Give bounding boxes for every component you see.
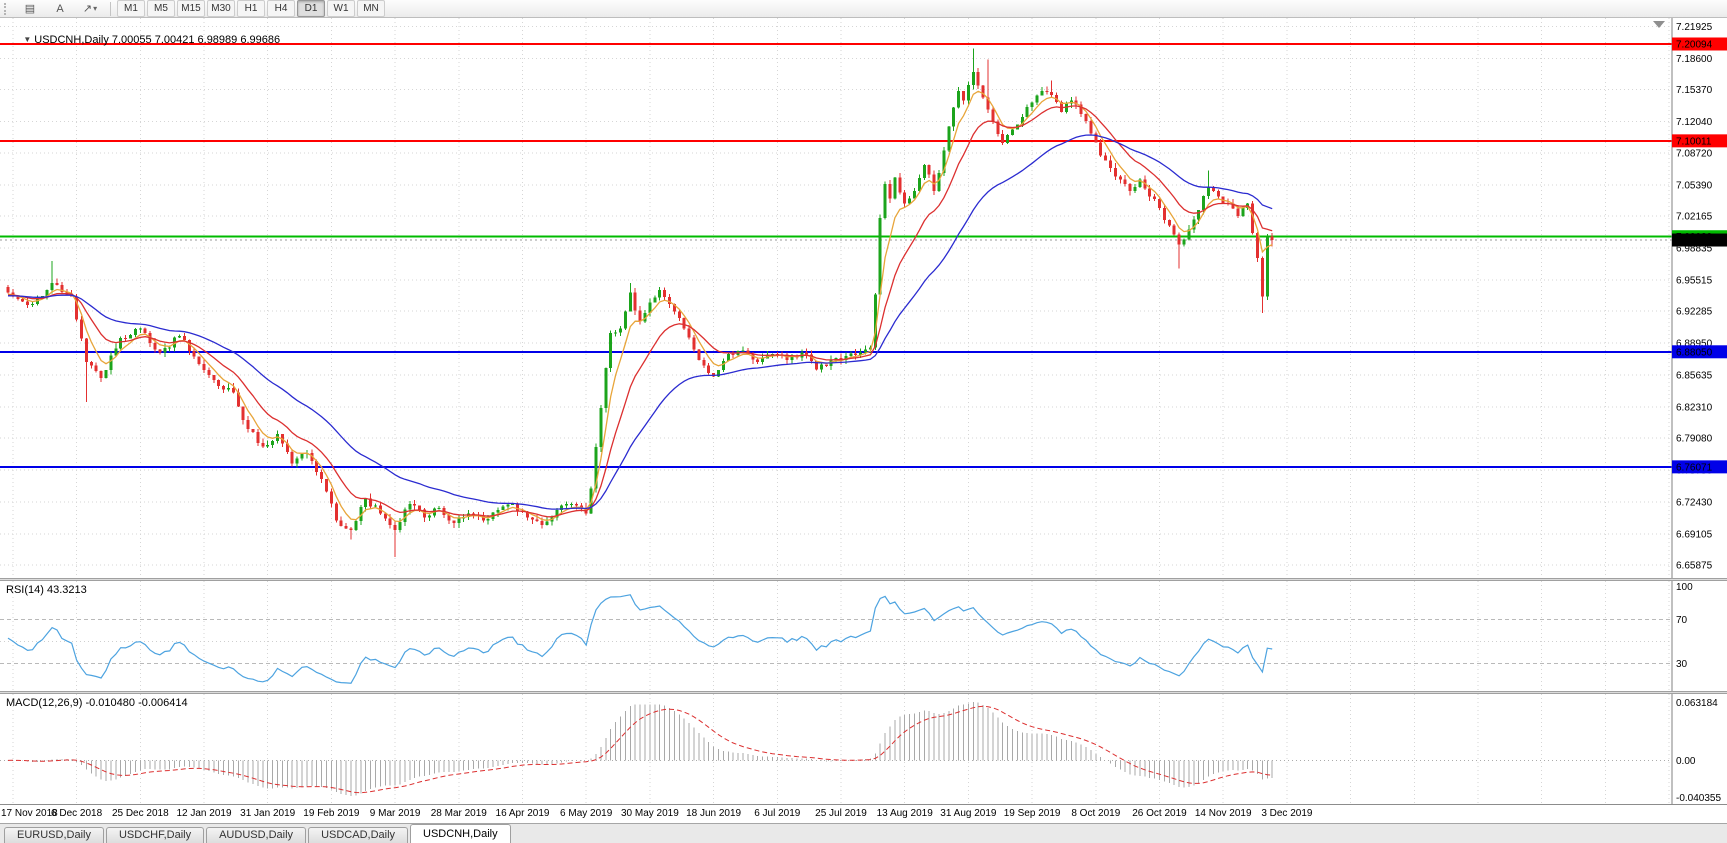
date-label: 19 Feb 2019 (303, 808, 360, 819)
price-axis-label: 7.18600 (1676, 54, 1713, 65)
chart-shift-marker[interactable] (1653, 21, 1665, 28)
date-label: 31 Jan 2019 (240, 808, 296, 819)
price-axis-label: 7.08720 (1676, 149, 1713, 160)
date-label: 9 Mar 2019 (369, 808, 421, 819)
date-label: 19 Sep 2019 (1003, 808, 1061, 819)
rsi-axis-label: 70 (1676, 615, 1688, 626)
date-label: 28 Mar 2019 (430, 808, 487, 819)
price-axis-label: 7.05390 (1676, 181, 1713, 192)
price-level-badge-text: 7.10011 (1676, 136, 1712, 147)
macd-indicator-label: MACD(12,26,9) -0.010480 -0.006414 (6, 697, 188, 709)
price-axis-label: 7.12040 (1676, 117, 1713, 128)
price-level-badge-text: 7.20094 (1676, 39, 1713, 50)
price-axis-label: 6.82310 (1676, 402, 1713, 413)
rsi-axis-label: 30 (1676, 659, 1688, 670)
caret-down-icon: ▾ (93, 4, 98, 13)
price-level-badge-text: 6.76071 (1676, 462, 1713, 473)
price-axis-label: 6.72430 (1676, 497, 1713, 508)
timeframe-m1-button[interactable]: M1 (117, 0, 145, 17)
main-chart-canvas[interactable]: 7.21925 7.18600 7.15370 7.12040 7.08720 7.053… (0, 18, 1727, 578)
price-axis-label: 6.98835 (1676, 244, 1713, 255)
timeframe-mn-button[interactable]: MN (357, 0, 385, 17)
arrow-glyph: ↗ (82, 3, 93, 15)
price-level-badge-text: 6.88050 (1676, 347, 1713, 358)
chart-title-overlay: ▼ USDCNH,Daily 7.00055 7.00421 6.98989 6.… (5, 22, 280, 58)
timeframe-m5-button[interactable]: M5 (147, 0, 175, 17)
moving-average-5[interactable] (7, 90, 1273, 523)
price-axis-label: 7.15370 (1676, 85, 1713, 96)
price-axis-label: 6.69105 (1676, 529, 1713, 540)
price-level-badge (1672, 233, 1727, 247)
date-label: 14 Nov 2019 (1194, 808, 1252, 819)
toolbar: ▤ A ↗ ▾ M1 M5 M15 M30 H1 H4 D1 W1 MN (0, 0, 1727, 18)
date-label: 6 Jul 2019 (754, 808, 801, 819)
timeframe-m15-button[interactable]: M15 (177, 0, 205, 17)
price-level-badge-text: 6.99686 (1676, 236, 1713, 247)
toolbar-grip[interactable] (4, 2, 11, 15)
macd-axis-min: -0.040355 (1676, 793, 1721, 804)
price-axis-label: 6.92285 (1676, 307, 1713, 318)
price-level-badge (1672, 134, 1727, 148)
price-axis-label: 6.65875 (1676, 560, 1713, 571)
tab-usdchf-daily[interactable]: USDCHF,Daily (105, 827, 205, 843)
price-axis-label: 7.02165 (1676, 212, 1713, 223)
macd-axis-zero: 0.00 (1676, 756, 1696, 767)
tab-usdcad-daily[interactable]: USDCAD,Daily (308, 827, 409, 843)
toolbar-separator (110, 1, 111, 16)
date-label: 18 Jun 2019 (686, 808, 742, 819)
rsi-indicator-label: RSI(14) 43.3213 (6, 584, 87, 596)
date-label: 17 Nov 2018 (1, 808, 58, 819)
candles-layer (6, 48, 1274, 557)
cursor-tool-icon[interactable]: A (56, 2, 64, 15)
date-label: 8 Oct 2019 (1071, 808, 1121, 819)
date-label: 25 Dec 2018 (111, 808, 169, 819)
symbol-tab-bar: EURUSD,Daily USDCHF,Daily AUDUSD,Daily U… (0, 823, 1727, 843)
macd-histogram (7, 702, 1273, 796)
price-axis-label: 6.88950 (1676, 339, 1713, 350)
date-label: 31 Aug 2019 (940, 808, 997, 819)
date-label: 6 Dec 2018 (51, 808, 103, 819)
price-level-badge (1672, 37, 1727, 51)
arrow-draw-icon[interactable]: ↗ ▾ (76, 0, 104, 17)
date-label: 26 Oct 2019 (1132, 808, 1187, 819)
date-axis[interactable]: 17 Nov 2018 6 Dec 2018 25 Dec 2018 12 Jan 2… (0, 804, 1727, 823)
timeframe-m30-button[interactable]: M30 (207, 0, 235, 17)
date-label: 12 Jan 2019 (176, 808, 232, 819)
panel-separator[interactable] (0, 691, 1727, 694)
rsi-axis-label: 100 (1676, 582, 1693, 593)
macd-signal-line[interactable] (7, 705, 1273, 794)
price-axis-label: 7.21925 (1676, 22, 1713, 33)
timeframe-h4-button[interactable]: H4 (267, 0, 295, 17)
tab-usdcnh-daily[interactable]: USDCNH,Daily (410, 824, 511, 843)
chart-window-icon[interactable]: ▤ (24, 3, 36, 15)
macd-panel-canvas[interactable]: 0.063184 0.00 -0.040355 (0, 694, 1727, 804)
price-axis-label: 6.95515 (1676, 276, 1713, 287)
price-axis-label: 6.85635 (1676, 370, 1713, 381)
date-label: 30 May 2019 (620, 808, 679, 819)
rsi-line[interactable] (7, 594, 1273, 684)
date-label: 3 Dec 2019 (1261, 808, 1313, 819)
moving-average-34[interactable] (8, 134, 1273, 510)
chart-ohlc-label: USDCNH,Daily 7.00055 7.00421 6.98989 6.9… (34, 34, 281, 46)
price-level-badge (1672, 460, 1727, 474)
timeframe-w1-button[interactable]: W1 (327, 0, 355, 17)
price-level-badge (1672, 345, 1727, 359)
tab-eurusd-daily[interactable]: EURUSD,Daily (4, 827, 104, 843)
date-label: 16 Apr 2019 (495, 808, 550, 819)
date-label: 6 May 2019 (560, 808, 613, 819)
tab-audusd-daily[interactable]: AUDUSD,Daily (206, 827, 307, 843)
chart-dropdown-icon[interactable]: ▼ (23, 35, 32, 44)
moving-average-13[interactable] (7, 105, 1273, 518)
date-label: 25 Jul 2019 (815, 808, 867, 819)
rsi-panel-canvas[interactable]: 100 70 30 (0, 581, 1727, 691)
date-label: 13 Aug 2019 (876, 808, 933, 819)
macd-axis-max: 0.063184 (1676, 698, 1718, 709)
panel-separator[interactable] (0, 578, 1727, 581)
price-axis-label: 6.79080 (1676, 433, 1713, 444)
timeframe-h1-button[interactable]: H1 (237, 0, 265, 17)
timeframe-d1-button[interactable]: D1 (297, 0, 325, 17)
chart-stack: 7.21925 7.18600 7.15370 7.12040 7.08720 7.053… (0, 18, 1727, 823)
